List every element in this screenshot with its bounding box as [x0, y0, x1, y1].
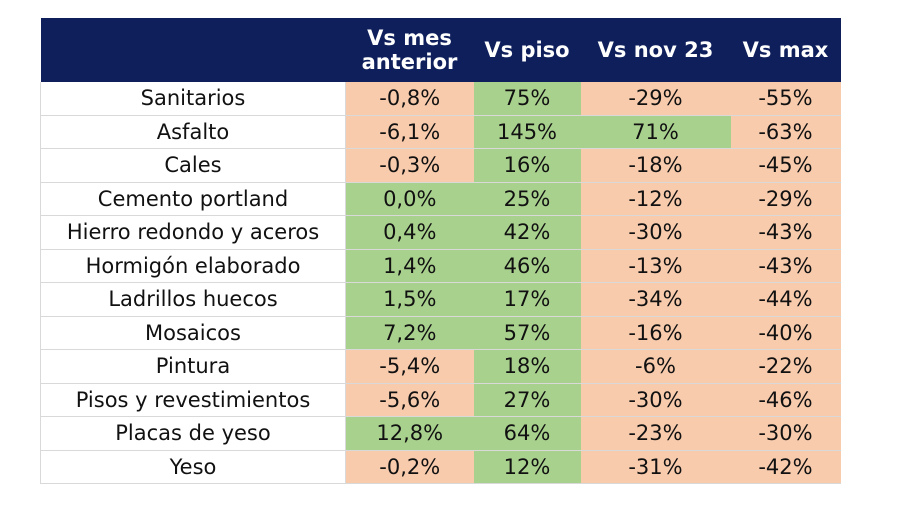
table-row: Pintura -5,4% 18% -6% -22%: [40, 349, 841, 384]
header-row: Vs mes anterior Vs piso Vs nov 23 Vs max: [40, 18, 841, 82]
row-label: Asfalto: [40, 115, 346, 149]
row-label: Cemento portland: [40, 182, 346, 216]
value-cell: -55%: [730, 82, 841, 116]
table-wrap: Vs mes anterior Vs piso Vs nov 23 Vs max Sa…: [40, 18, 841, 484]
column-header: Vs max: [730, 18, 841, 82]
value-cell: -42%: [730, 450, 841, 484]
table-row: Asfalto -6,1% 145% 71% -63%: [40, 115, 841, 149]
row-label: Mosaicos: [40, 316, 346, 350]
table-row: Placas de yeso 12,8% 64% -23% -30%: [40, 416, 841, 451]
column-header: Vs nov 23: [580, 18, 731, 82]
header-corner: [40, 18, 346, 82]
value-cell: 64%: [473, 416, 581, 451]
value-cell: 18%: [473, 349, 581, 384]
value-cell: -23%: [580, 416, 731, 451]
value-cell: -13%: [580, 249, 731, 283]
value-cell: 27%: [473, 383, 581, 417]
value-cell: -22%: [730, 349, 841, 384]
value-cell: -18%: [580, 148, 731, 183]
value-cell: -0,8%: [345, 82, 474, 116]
value-cell: 12%: [473, 450, 581, 484]
table-row: Ladrillos huecos 1,5% 17% -34% -44%: [40, 282, 841, 317]
value-cell: -34%: [580, 282, 731, 317]
table-row: Cemento portland 0,0% 25% -12% -29%: [40, 182, 841, 216]
value-cell: -44%: [730, 282, 841, 317]
value-cell: 46%: [473, 249, 581, 283]
value-cell: -0,3%: [345, 148, 474, 183]
value-cell: -0,2%: [345, 450, 474, 484]
value-cell: 0,0%: [345, 182, 474, 216]
value-cell: -63%: [730, 115, 841, 149]
row-label: Sanitarios: [40, 82, 346, 116]
table-row: Yeso -0,2% 12% -31% -42%: [40, 450, 841, 484]
column-header: Vs mes anterior: [345, 18, 474, 82]
value-cell: -16%: [580, 316, 731, 350]
value-cell: 12,8%: [345, 416, 474, 451]
row-label: Placas de yeso: [40, 416, 346, 451]
value-cell: -30%: [730, 416, 841, 451]
table: Vs mes anterior Vs piso Vs nov 23 Vs max Sa…: [40, 18, 841, 484]
row-label: Pintura: [40, 349, 346, 384]
value-cell: 145%: [473, 115, 581, 149]
table-row: Hormigón elaborado 1,4% 46% -13% -43%: [40, 249, 841, 283]
value-cell: 17%: [473, 282, 581, 317]
value-cell: 57%: [473, 316, 581, 350]
value-cell: -31%: [580, 450, 731, 484]
value-cell: -29%: [730, 182, 841, 216]
value-cell: 7,2%: [345, 316, 474, 350]
value-cell: 42%: [473, 215, 581, 250]
value-cell: -30%: [580, 383, 731, 417]
row-label: Pisos y revestimientos: [40, 383, 346, 417]
table-body: Sanitarios -0,8% 75% -29% -55% Asfalto -6,1% 14…: [40, 82, 841, 484]
value-cell: -43%: [730, 215, 841, 250]
row-label: Hierro redondo y aceros: [40, 215, 346, 250]
row-label: Ladrillos huecos: [40, 282, 346, 317]
table-row: Cales -0,3% 16% -18% -45%: [40, 148, 841, 183]
value-cell: 25%: [473, 182, 581, 216]
value-cell: 75%: [473, 82, 581, 116]
value-cell: 1,5%: [345, 282, 474, 317]
value-cell: 1,4%: [345, 249, 474, 283]
row-label: Hormigón elaborado: [40, 249, 346, 283]
value-cell: -12%: [580, 182, 731, 216]
value-cell: 71%: [580, 115, 731, 149]
value-cell: -6,1%: [345, 115, 474, 149]
table-row: Mosaicos 7,2% 57% -16% -40%: [40, 316, 841, 350]
value-cell: 16%: [473, 148, 581, 183]
value-cell: -40%: [730, 316, 841, 350]
row-label: Cales: [40, 148, 346, 183]
row-label: Yeso: [40, 450, 346, 484]
value-cell: -5,4%: [345, 349, 474, 384]
table-row: Hierro redondo y aceros 0,4% 42% -30% -43%: [40, 215, 841, 250]
value-cell: -46%: [730, 383, 841, 417]
value-cell: -43%: [730, 249, 841, 283]
value-cell: -5,6%: [345, 383, 474, 417]
table-row: Pisos y revestimientos -5,6% 27% -30% -46%: [40, 383, 841, 417]
value-cell: -6%: [580, 349, 731, 384]
value-cell: -29%: [580, 82, 731, 116]
value-cell: 0,4%: [345, 215, 474, 250]
value-cell: -30%: [580, 215, 731, 250]
table-row: Sanitarios -0,8% 75% -29% -55%: [40, 82, 841, 116]
value-cell: -45%: [730, 148, 841, 183]
column-header: Vs piso: [473, 18, 581, 82]
